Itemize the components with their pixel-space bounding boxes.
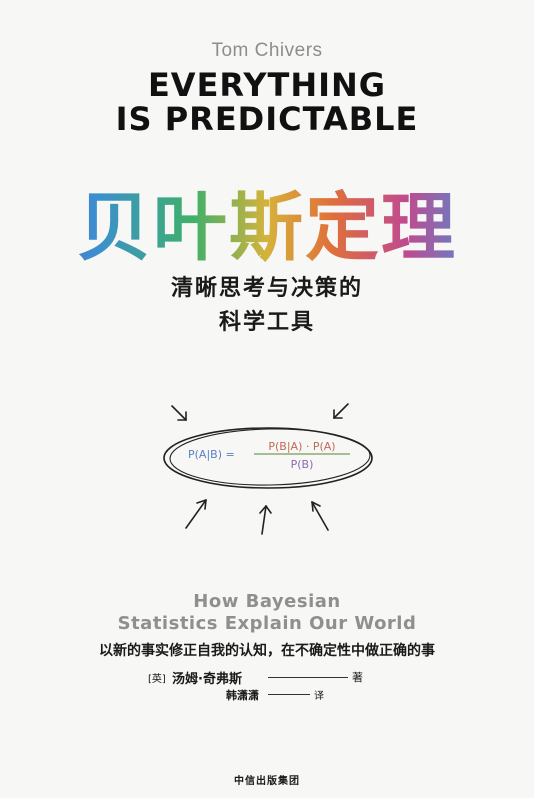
author-name-en: Tom Chivers xyxy=(211,40,323,61)
arrow-icon xyxy=(311,501,329,531)
subtitle-en-line1: How Bayesian xyxy=(193,591,341,612)
translator-name: 韩潇潇 xyxy=(226,689,259,702)
formula-ellipse xyxy=(163,427,373,489)
arrow-icon xyxy=(185,499,207,529)
title-en-line2: IS PREDICTABLE xyxy=(115,100,419,138)
author-country: [英] xyxy=(148,674,166,685)
arrow-icon xyxy=(171,405,187,421)
arrow-icon xyxy=(259,505,272,535)
translator-role: 译 xyxy=(314,691,324,702)
author-name-zh: 汤姆·奇弗斯 xyxy=(172,672,242,687)
bayes-formula-illustration: P(A|B) = P(B|A) · P(A) P(B) xyxy=(163,403,373,535)
tagline: 以新的事实修正自我的认知，在不确定性中做正确的事 xyxy=(99,643,435,659)
author-role: 著 xyxy=(352,671,363,684)
author-credit: [英] 汤姆·奇弗斯 著 xyxy=(0,668,534,688)
author-rule xyxy=(268,677,348,678)
title-en-line1: EVERYTHING xyxy=(147,66,387,104)
subtitle-zh-line2: 科学工具 xyxy=(218,310,315,335)
formula-numerator: P(B|A) · P(A) xyxy=(268,440,335,453)
translator-credit: 韩潇潇 译 xyxy=(0,686,534,704)
arrow-icon xyxy=(333,403,349,419)
formula-lhs: P(A|B) = xyxy=(188,448,235,461)
title-zh: 贝叶斯定理 xyxy=(0,168,534,275)
formula-denominator: P(B) xyxy=(291,458,314,471)
translator-rule xyxy=(268,694,310,695)
subtitle-zh-line1: 清晰思考与决策的 xyxy=(170,276,363,301)
publisher-name: 中信出版集团 xyxy=(234,776,300,787)
formula-ellipse-inner xyxy=(169,428,371,486)
subtitle-en-line2: Statistics Explain Our World xyxy=(117,613,417,634)
